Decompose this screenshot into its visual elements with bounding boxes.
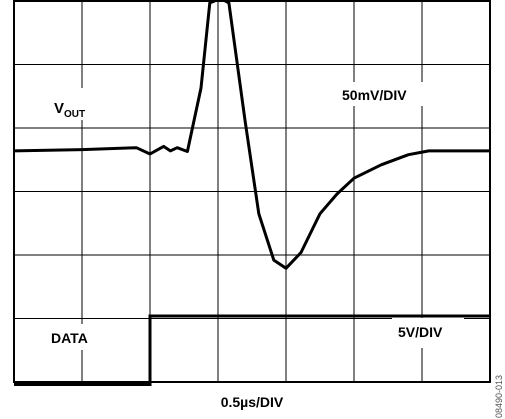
vout-scale-label: 50mV/DIV (342, 87, 407, 103)
plot-frame (13, 0, 491, 383)
vout-label: VOUT (54, 100, 85, 120)
data-trace (14, 314, 490, 386)
data-label: DATA (51, 330, 88, 346)
vout-scale-bg (336, 82, 444, 106)
x-axis-label: 0.5µs/DIV (221, 394, 284, 410)
data-label-bg (38, 324, 114, 350)
vout-trace (13, 0, 490, 270)
vout-label-bg (50, 88, 114, 120)
grid (14, 1, 490, 382)
vout-label-main: V (54, 100, 64, 117)
figure-id: 08490-013 (494, 375, 504, 418)
data-scale-label: 5V/DIV (398, 324, 443, 340)
vout-label-subscript: OUT (64, 109, 85, 120)
data-scale-bg (392, 318, 464, 348)
